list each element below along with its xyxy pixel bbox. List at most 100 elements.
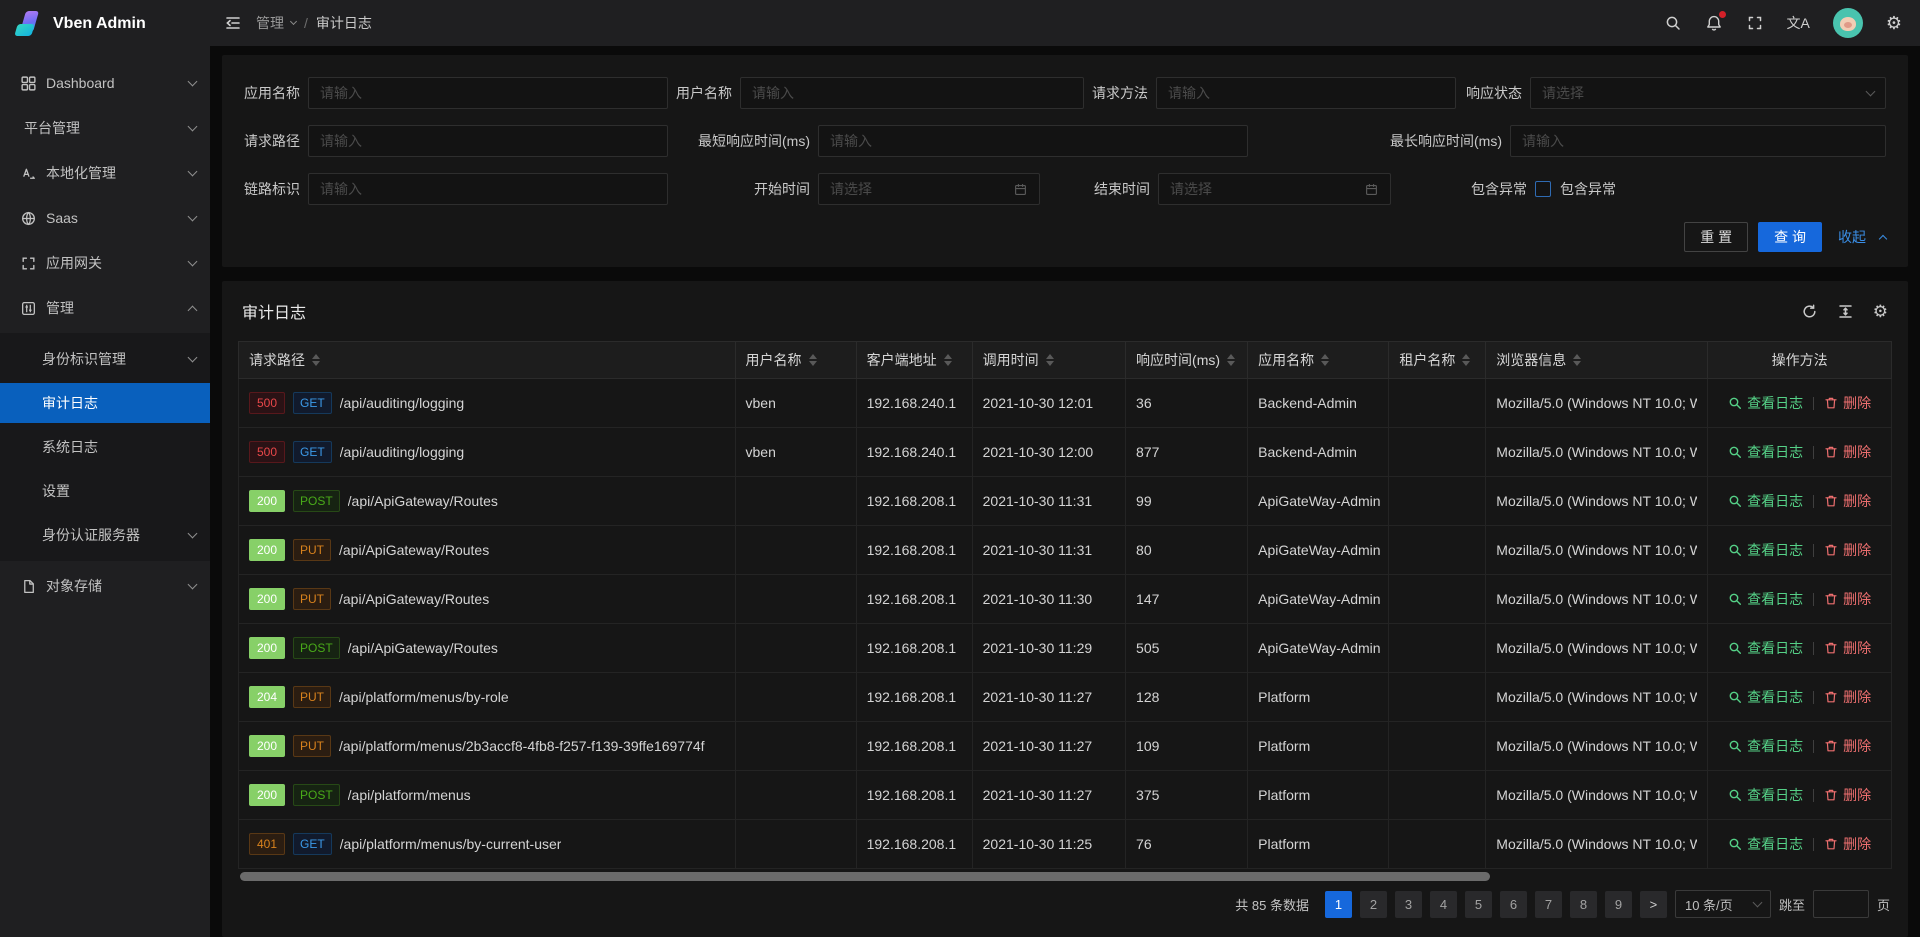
delete-button[interactable]: 删除 [1824,589,1871,609]
filter-date-box[interactable]: 请选择 [818,173,1040,205]
filter-input-box[interactable] [740,77,1084,109]
view-log-button[interactable]: 查看日志 [1728,491,1803,511]
view-log-button[interactable]: 查看日志 [1728,736,1803,756]
filter-text-input[interactable] [752,78,1072,108]
page-button-6[interactable]: 6 [1499,890,1527,918]
view-log-button[interactable]: 查看日志 [1728,834,1803,854]
delete-button[interactable]: 删除 [1824,540,1871,560]
settings-gear-icon[interactable]: ⚙ [1885,13,1902,33]
view-log-button[interactable]: 查看日志 [1728,785,1803,805]
view-log-button[interactable]: 查看日志 [1728,687,1803,707]
delete-button[interactable]: 删除 [1824,442,1871,462]
column-header-5[interactable]: 应用名称 [1247,341,1390,379]
column-header-4[interactable]: 响应时间(ms) [1125,341,1249,379]
sort-icon[interactable] [1462,354,1471,366]
page-button-5[interactable]: 5 [1464,890,1492,918]
sidebar-item-top-4[interactable]: 应用网关 [0,243,210,283]
filter-input-box[interactable] [308,77,668,109]
refresh-icon[interactable] [1801,303,1818,320]
sidebar-item-top-6[interactable]: 对象存储 [0,566,210,606]
sidebar-item-top-3[interactable]: Saas [0,198,210,238]
view-log-button[interactable]: 查看日志 [1728,589,1803,609]
filter-text-input[interactable] [320,78,656,108]
app-title: Vben Admin [53,15,146,32]
include-exception-checkbox[interactable] [1535,181,1551,197]
page-button-9[interactable]: 9 [1604,890,1632,918]
filter-text-input[interactable] [1168,78,1444,108]
menu-fold-icon[interactable] [224,14,242,32]
sidebar-item-top-1[interactable]: 平台管理 [0,108,210,148]
collapse-form-link[interactable]: 收起 [1838,227,1888,247]
filter-text-input[interactable] [320,126,656,156]
page-button-7[interactable]: 7 [1534,890,1562,918]
sidebar-item-sub-0[interactable]: 身份标识管理 [0,339,210,379]
filter-text-input[interactable] [320,174,656,204]
page-size-select[interactable]: 10 条/页 [1674,890,1771,918]
search-button[interactable]: 查 询 [1758,222,1822,252]
filter-select-box[interactable]: 请选择 [1530,77,1886,109]
sidebar-item-sub-1[interactable]: 审计日志 [0,383,210,423]
delete-button[interactable]: 删除 [1824,736,1871,756]
sidebar-item-sub-2[interactable]: 系统日志 [0,427,210,467]
browser-info-text: Mozilla/5.0 (Windows NT 10.0; Win [1496,395,1698,411]
sort-icon[interactable] [1045,354,1054,366]
page-button-2[interactable]: 2 [1359,890,1387,918]
sidebar-item-sub-3[interactable]: 设置 [0,471,210,511]
column-header-7[interactable]: 浏览器信息 [1485,341,1709,379]
avatar[interactable] [1832,8,1863,38]
next-page-button[interactable]: > [1639,890,1667,918]
column-header-6[interactable]: 租户名称 [1388,341,1487,379]
filter-input-box[interactable] [1510,125,1886,157]
view-log-button[interactable]: 查看日志 [1728,442,1803,462]
sort-icon[interactable] [808,354,817,366]
delete-button[interactable]: 删除 [1824,785,1871,805]
filter-date-box[interactable]: 请选择 [1158,173,1391,205]
column-header-1[interactable]: 用户名称 [734,341,857,379]
column-header-label: 浏览器信息 [1496,352,1567,368]
view-log-button[interactable]: 查看日志 [1728,638,1803,658]
search-icon[interactable] [1664,14,1682,32]
filter-input-box[interactable] [818,125,1248,157]
sidebar-item-sub-4[interactable]: 身份认证服务器 [0,515,210,555]
page-button-8[interactable]: 8 [1569,890,1597,918]
browser-info-text: Mozilla/5.0 (Windows NT 10.0; Win [1496,640,1698,656]
delete-button[interactable]: 删除 [1824,687,1871,707]
filter-input-box[interactable] [308,173,668,205]
breadcrumb-item-management[interactable]: 管理 [256,13,298,33]
scrollbar-thumb[interactable] [240,871,1490,881]
sidebar-item-top-0[interactable]: Dashboard [0,63,210,103]
sidebar-item-top-2[interactable]: 本地化管理 [0,153,210,193]
sort-icon[interactable] [1573,354,1582,366]
sort-icon[interactable] [943,354,952,366]
column-header-3[interactable]: 调用时间 [971,341,1127,379]
filter-input-box[interactable] [1156,77,1456,109]
column-header-2[interactable]: 客户端地址 [855,341,973,379]
sort-icon[interactable] [1227,354,1236,366]
sort-icon[interactable] [1321,354,1330,366]
page-button-1[interactable]: 1 [1324,890,1352,918]
notification-bell-icon[interactable] [1705,11,1726,32]
view-log-button[interactable]: 查看日志 [1728,393,1803,413]
row-height-icon[interactable] [1837,303,1854,320]
delete-button[interactable]: 删除 [1824,638,1871,658]
column-header-0[interactable]: 请求路径 [238,341,736,379]
jump-page-input[interactable] [1812,890,1869,918]
filter-text-input[interactable] [1522,126,1874,156]
delete-button[interactable]: 删除 [1824,393,1871,413]
page-button-4[interactable]: 4 [1429,890,1457,918]
delete-button[interactable]: 删除 [1824,491,1871,511]
page-button-3[interactable]: 3 [1394,890,1422,918]
column-settings-icon[interactable]: ⚙ [1872,301,1888,321]
translate-icon[interactable]: 文A [1786,15,1810,31]
sidebar-item-top-5[interactable]: 管理 [0,288,210,328]
filter-text-input[interactable] [830,126,1236,156]
reset-button[interactable]: 重 置 [1684,222,1749,252]
breadcrumb-item-audit-log[interactable]: 审计日志 [315,15,372,31]
delete-button[interactable]: 删除 [1824,834,1871,854]
fullscreen-icon[interactable] [1746,14,1764,32]
sort-icon[interactable] [312,354,320,366]
filter-input-box[interactable] [308,125,668,157]
filter-field-label: 最长响应时间(ms) [1390,133,1502,149]
user-name-cell [734,770,857,820]
view-log-button[interactable]: 查看日志 [1728,540,1803,560]
